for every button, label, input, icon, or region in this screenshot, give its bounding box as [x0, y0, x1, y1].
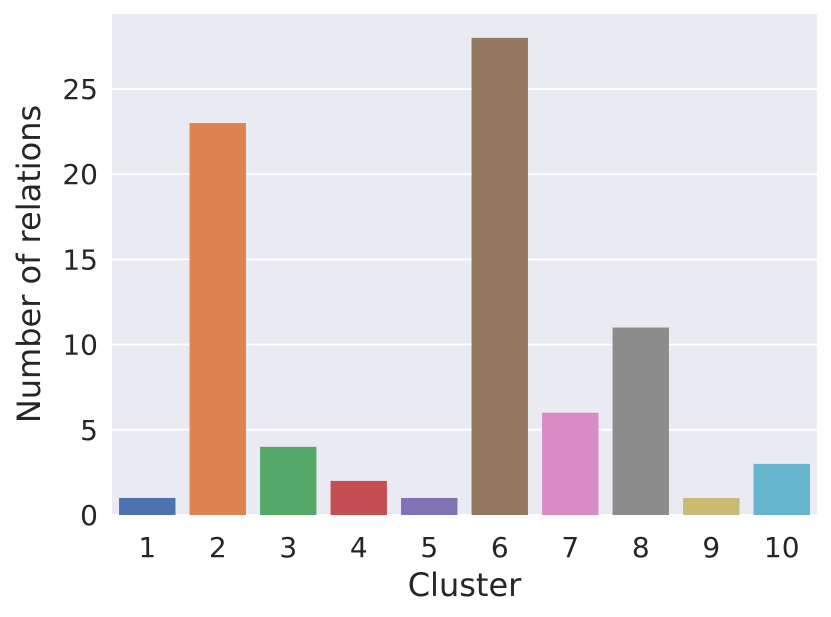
bar-cluster-5 [401, 497, 458, 515]
bars [119, 37, 810, 516]
x-tick-label: 6 [491, 531, 509, 564]
x-tick-label: 2 [209, 531, 227, 564]
x-axis-label: Cluster [408, 566, 522, 604]
bar-cluster-6 [471, 37, 528, 515]
bar-cluster-1 [119, 497, 176, 515]
bar-cluster-2 [189, 123, 246, 516]
y-tick-label: 0 [80, 499, 98, 532]
bar-cluster-7 [542, 412, 599, 515]
y-tick-label: 25 [62, 73, 98, 106]
x-tick-label: 8 [632, 531, 650, 564]
x-tick-label: 3 [279, 531, 297, 564]
x-tick-label: 7 [561, 531, 579, 564]
x-tick-label: 5 [420, 531, 438, 564]
y-tick-labels: 0 5 10 15 20 25 [62, 73, 98, 532]
x-tick-label: 1 [138, 531, 156, 564]
bar-cluster-10 [753, 463, 810, 515]
y-tick-label: 15 [62, 243, 98, 276]
x-tick-label: 9 [702, 531, 720, 564]
x-tick-label: 4 [350, 531, 368, 564]
bar-cluster-3 [260, 446, 317, 515]
y-tick-label: 20 [62, 158, 98, 191]
y-axis-label: Number of relations [10, 105, 48, 423]
y-tick-label: 10 [62, 329, 98, 362]
bar-cluster-8 [612, 327, 669, 515]
bar-cluster-9 [683, 497, 740, 515]
x-tick-labels: 1 2 3 4 5 6 7 8 9 10 [138, 531, 799, 564]
y-tick-label: 5 [80, 414, 98, 447]
bar-cluster-4 [330, 480, 387, 515]
x-tick-label: 10 [764, 531, 800, 564]
